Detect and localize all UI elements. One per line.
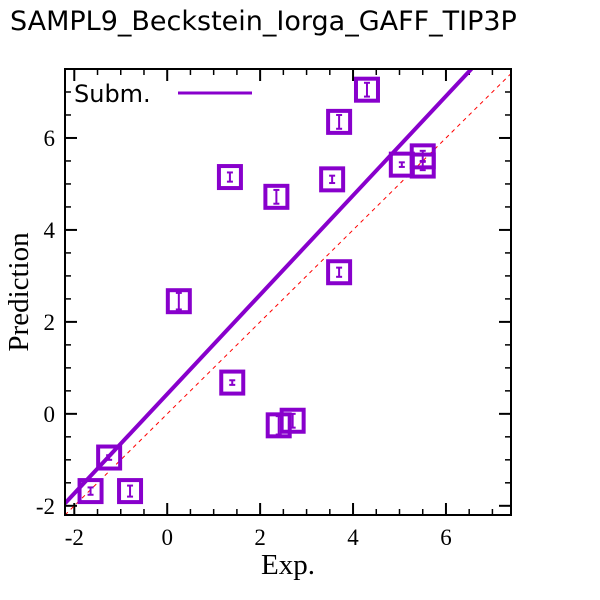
chart-title: SAMPL9_Beckstein_Iorga_GAFF_TIP3P — [10, 6, 517, 37]
data-point — [388, 151, 415, 178]
legend: Subm. — [74, 80, 252, 108]
data-point-marker — [388, 151, 415, 178]
y-axis-label: Prediction — [3, 232, 35, 352]
data-point — [219, 369, 246, 396]
plot-lines — [65, 69, 511, 515]
data-point-marker — [326, 259, 353, 286]
data-point-marker — [77, 478, 104, 505]
data-point — [165, 288, 192, 315]
data-point-marker — [263, 183, 290, 210]
data-point — [117, 478, 144, 505]
data-point — [326, 108, 353, 135]
data-point — [319, 166, 346, 193]
x-tick-label: 2 — [254, 525, 266, 550]
fit-line — [65, 69, 475, 505]
y-tick-label: 2 — [44, 310, 56, 335]
data-point — [263, 183, 290, 210]
data-point — [216, 164, 243, 191]
data-point — [326, 259, 353, 286]
data-point-marker — [117, 478, 144, 505]
x-axis-label: Exp. — [261, 549, 315, 581]
plot-frame — [64, 68, 512, 516]
data-point-marker — [165, 288, 192, 315]
data-point-marker — [216, 164, 243, 191]
data-point-marker — [326, 108, 353, 135]
y-tick-label: 6 — [44, 126, 56, 151]
data-point-marker — [219, 369, 246, 396]
data-point — [96, 444, 123, 471]
axis-ticks — [65, 68, 511, 515]
y-tick-label: -2 — [36, 494, 55, 519]
x-tick-label: -2 — [65, 525, 84, 550]
data-point-marker — [96, 444, 123, 471]
data-point-marker — [279, 407, 306, 434]
data-point-marker — [353, 76, 380, 103]
data-point — [265, 412, 292, 439]
y-tick-label: 0 — [44, 402, 56, 427]
data-points — [77, 76, 436, 505]
axis-tick-labels: -2 0 2 4 6 -2 0 2 4 6 — [36, 126, 452, 550]
identity-line — [65, 73, 511, 515]
data-point-marker — [265, 412, 292, 439]
data-point — [77, 478, 104, 505]
x-tick-label: 4 — [347, 525, 359, 550]
x-tick-label: 6 — [440, 525, 452, 550]
legend-label: Subm. — [74, 80, 151, 108]
data-point — [353, 76, 380, 103]
data-point-marker — [319, 166, 346, 193]
x-tick-label: 0 — [161, 525, 173, 550]
y-tick-label: 4 — [44, 218, 56, 243]
